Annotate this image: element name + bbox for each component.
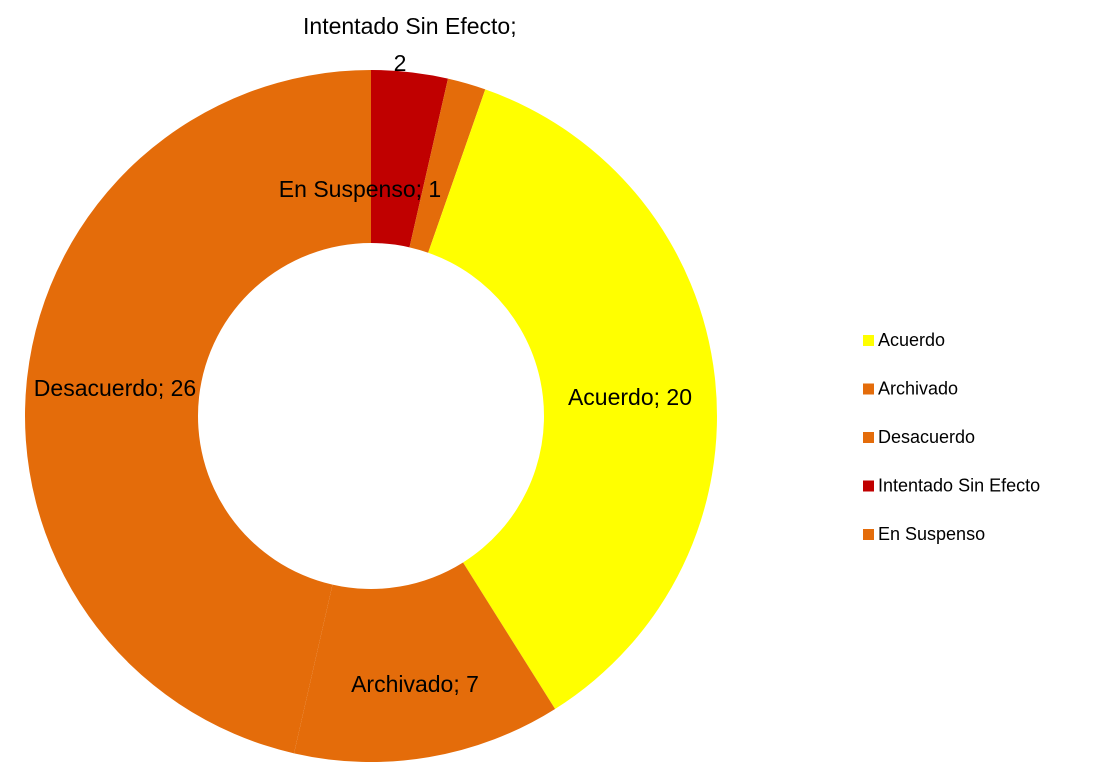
donut-slice	[24, 70, 371, 754]
label-separator: ;	[416, 176, 429, 202]
donut-slice	[428, 89, 717, 709]
data-label: Intentado Sin Efecto; 2	[303, 13, 523, 76]
label-value: 20	[666, 384, 692, 410]
label-separator: ;	[158, 375, 171, 401]
legend-label: Archivado	[878, 378, 958, 398]
donut-slice	[294, 562, 556, 762]
label-name: Intentado Sin Efecto	[303, 13, 510, 39]
legend-label: En Suspenso	[878, 524, 985, 544]
label-separator: ;	[453, 671, 466, 697]
data-label: En Suspenso; 1	[279, 176, 441, 202]
label-name: Desacuerdo	[34, 375, 158, 401]
label-name: En Suspenso	[279, 176, 416, 202]
label-name: Archivado	[351, 671, 453, 697]
label-value: 26	[171, 375, 197, 401]
label-separator: ;	[510, 13, 523, 39]
legend-swatch	[863, 432, 874, 443]
label-separator: ;	[654, 384, 667, 410]
donut-slice	[371, 70, 448, 248]
label-value: 2	[394, 50, 407, 76]
label-value: 7	[466, 671, 479, 697]
legend-label: Intentado Sin Efecto	[878, 475, 1040, 495]
legend-label: Desacuerdo	[878, 427, 975, 447]
data-label: Acuerdo; 20	[568, 384, 692, 410]
legend-label: Acuerdo	[878, 330, 945, 350]
legend-swatch	[863, 480, 874, 492]
label-value: 1	[428, 176, 441, 202]
data-label: Desacuerdo; 26	[34, 375, 196, 401]
legend-swatch	[863, 529, 874, 540]
label-name: Acuerdo	[568, 384, 654, 410]
legend-swatch	[863, 335, 874, 346]
legend-swatch	[863, 383, 874, 395]
donut-slice	[409, 78, 486, 253]
data-label: Archivado; 7	[351, 671, 479, 697]
